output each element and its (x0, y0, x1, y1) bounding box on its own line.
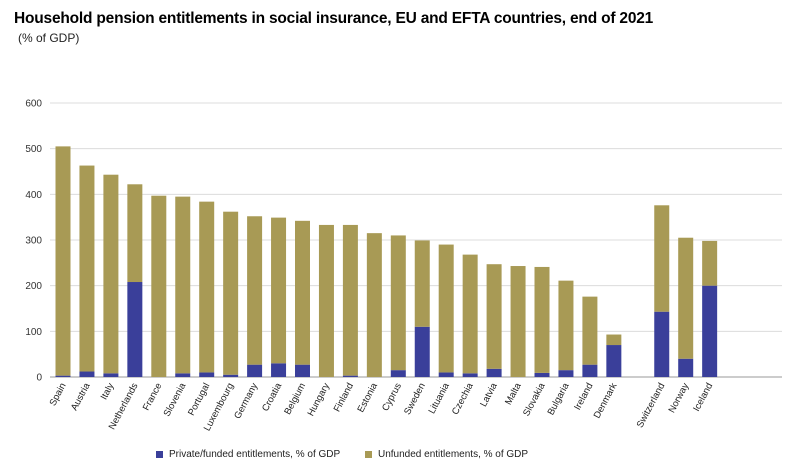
bar-private-slovenia (175, 373, 191, 377)
bar-unfunded-bulgaria (558, 280, 574, 371)
x-label-croatia: Croatia (260, 381, 284, 414)
x-label-germany: Germany (232, 381, 260, 421)
x-label-malta: Malta (503, 381, 524, 407)
bar-private-italy (103, 373, 119, 377)
bar-unfunded-belgium (295, 220, 310, 365)
bar-unfunded-slovakia (534, 266, 550, 373)
y-tick-label: 600 (25, 99, 42, 110)
bar-unfunded-luxembourg (223, 211, 239, 375)
y-tick-label: 300 (25, 236, 42, 247)
x-label-latvia: Latvia (478, 381, 500, 409)
bar-unfunded-denmark (606, 334, 622, 346)
bar-unfunded-estonia (366, 233, 382, 377)
x-label-hungary: Hungary (306, 381, 333, 418)
x-label-switzerland: Switzerland (635, 381, 668, 430)
x-label-ireland: Ireland (572, 381, 595, 412)
x-label-slovakia: Slovakia (521, 381, 548, 419)
x-label-portugal: Portugal (186, 381, 212, 417)
bar-unfunded-netherlands (127, 184, 143, 283)
legend-item-unfunded: Unfunded entitlements, % of GDP (365, 449, 528, 460)
chart-subtitle: (% of GDP) (18, 31, 80, 45)
bar-unfunded-czechia (462, 254, 478, 374)
y-tick-label: 400 (25, 190, 42, 201)
y-tick-label: 500 (25, 144, 42, 155)
bar-private-netherlands (127, 282, 143, 377)
legend-item-private: Private/funded entitlements, % of GDP (156, 449, 340, 460)
x-label-cyprus: Cyprus (380, 381, 404, 413)
bar-private-cyprus (390, 370, 406, 377)
x-label-denmark: Denmark (592, 381, 620, 420)
x-label-belgium: Belgium (282, 381, 308, 417)
bar-unfunded-ireland (582, 296, 598, 365)
bar-private-croatia (271, 363, 287, 377)
bar-private-czechia (462, 373, 478, 377)
bar-unfunded-lituania (438, 244, 454, 373)
bar-unfunded-finland (342, 224, 358, 376)
bar-unfunded-portugal (199, 201, 215, 373)
bar-unfunded-switzerland (654, 205, 670, 312)
legend-label-unfunded: Unfunded entitlements, % of GDP (378, 449, 529, 460)
bar-unfunded-croatia (271, 217, 287, 364)
bar-private-spain (55, 375, 71, 377)
x-label-norway: Norway (667, 381, 692, 415)
bar-unfunded-slovenia (175, 196, 191, 374)
bars (55, 146, 718, 377)
x-label-austria: Austria (69, 381, 93, 413)
legend-label-private: Private/funded entitlements, % of GDP (169, 449, 341, 460)
x-label-italy: Italy (99, 381, 117, 402)
x-label-slovenia: Slovenia (162, 381, 189, 419)
bar-unfunded-germany (247, 216, 263, 365)
legend-swatch-private (156, 451, 163, 458)
x-label-france: France (141, 381, 165, 412)
bar-unfunded-malta (510, 266, 526, 377)
bar-unfunded-iceland (702, 240, 718, 286)
bar-unfunded-hungary (318, 224, 334, 377)
y-tick-label: 100 (25, 327, 42, 338)
bar-private-germany (247, 364, 263, 377)
x-label-sweden: Sweden (402, 381, 428, 416)
bar-private-austria (79, 371, 95, 377)
bar-private-latvia (486, 368, 502, 377)
bar-private-belgium (295, 364, 310, 377)
bar-unfunded-italy (103, 174, 119, 374)
y-tick-label: 200 (25, 281, 42, 292)
x-label-iceland: Iceland (691, 381, 715, 413)
bar-private-norway (678, 358, 694, 377)
bar-private-bulgaria (558, 370, 574, 377)
bar-private-lituania (438, 372, 454, 377)
x-label-estonia: Estonia (355, 381, 380, 415)
bar-private-finland (342, 375, 358, 377)
bar-private-slovakia (534, 372, 550, 377)
legend-swatch-unfunded (365, 451, 372, 458)
bar-private-denmark (606, 345, 622, 377)
bar-unfunded-sweden (414, 240, 430, 327)
bar-private-portugal (199, 372, 215, 377)
x-label-czechia: Czechia (450, 381, 476, 417)
bar-private-sweden (414, 326, 430, 377)
bar-unfunded-france (151, 195, 167, 377)
bar-unfunded-latvia (486, 264, 502, 369)
bar-unfunded-norway (678, 237, 694, 359)
x-label-lituania: Lituania (427, 381, 453, 416)
y-axis-ticks: 0 100 200 300 400 500 600 (25, 99, 42, 384)
bar-private-ireland (582, 364, 598, 377)
x-label-bulgaria: Bulgaria (546, 381, 572, 418)
bar-private-luxembourg (223, 374, 239, 377)
bar-unfunded-spain (55, 146, 71, 376)
bar-unfunded-austria (79, 165, 95, 372)
x-label-finland: Finland (332, 381, 356, 414)
x-label-spain: Spain (48, 381, 69, 408)
chart-title: Household pension entitlements in social… (14, 10, 654, 27)
bar-private-switzerland (654, 311, 670, 377)
y-tick-label: 0 (36, 373, 42, 384)
bar-unfunded-cyprus (390, 235, 406, 371)
bar-private-iceland (702, 285, 718, 377)
